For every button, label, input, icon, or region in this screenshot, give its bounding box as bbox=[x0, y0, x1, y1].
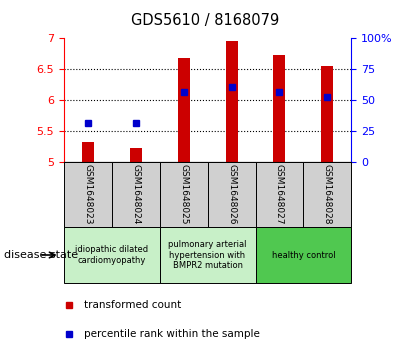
Bar bbox=[129, 148, 142, 162]
Bar bbox=[178, 58, 189, 162]
Text: GSM1648028: GSM1648028 bbox=[323, 164, 332, 224]
Text: GSM1648023: GSM1648023 bbox=[83, 164, 92, 224]
Bar bbox=[226, 41, 238, 162]
Bar bbox=[159, 227, 256, 283]
Bar bbox=[273, 55, 286, 162]
Bar bbox=[159, 162, 208, 227]
Text: healthy control: healthy control bbox=[272, 250, 335, 260]
Bar bbox=[256, 227, 351, 283]
Text: GSM1648025: GSM1648025 bbox=[179, 164, 188, 224]
Bar bbox=[321, 66, 333, 162]
Text: percentile rank within the sample: percentile rank within the sample bbox=[84, 329, 260, 339]
Text: disease state: disease state bbox=[4, 250, 78, 260]
Bar bbox=[112, 162, 159, 227]
Bar bbox=[64, 162, 112, 227]
Text: GSM1648027: GSM1648027 bbox=[275, 164, 284, 224]
Text: GSM1648024: GSM1648024 bbox=[131, 164, 140, 224]
Text: transformed count: transformed count bbox=[84, 300, 181, 310]
Bar bbox=[256, 162, 303, 227]
Text: pulmonary arterial
hypertension with
BMPR2 mutation: pulmonary arterial hypertension with BMP… bbox=[169, 240, 247, 270]
Text: idiopathic dilated
cardiomyopathy: idiopathic dilated cardiomyopathy bbox=[75, 245, 148, 265]
Text: GDS5610 / 8168079: GDS5610 / 8168079 bbox=[132, 13, 279, 28]
Bar bbox=[64, 227, 159, 283]
Bar bbox=[208, 162, 256, 227]
Text: GSM1648026: GSM1648026 bbox=[227, 164, 236, 224]
Bar bbox=[82, 142, 94, 162]
Bar bbox=[303, 162, 351, 227]
